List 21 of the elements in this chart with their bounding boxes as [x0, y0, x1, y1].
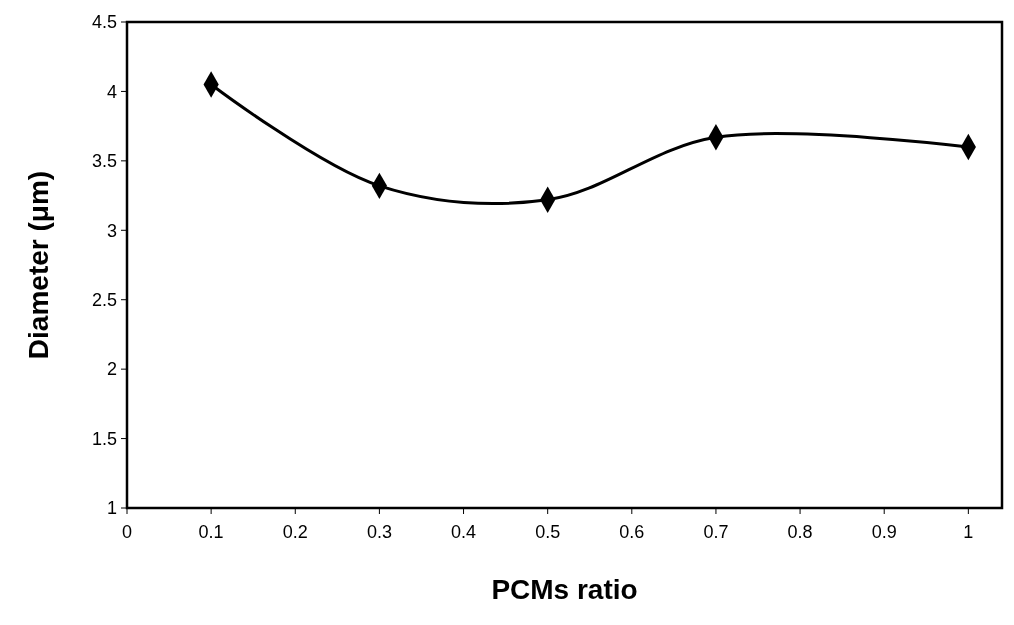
y-tick-label: 2.5: [91, 290, 117, 311]
y-tick-label: 4.5: [91, 12, 117, 33]
x-tick-label: 0.2: [282, 522, 308, 542]
y-tick-label: 1: [106, 498, 117, 519]
y-tick-label: 3: [106, 220, 117, 241]
y-tick-label: 1.5: [91, 428, 117, 449]
x-tick-label: 0.4: [451, 522, 477, 542]
x-axis-title: PCMs ratio: [491, 574, 638, 605]
x-tick-label: 0.3: [366, 522, 392, 542]
y-tick-label: 2: [106, 359, 117, 380]
x-tick-label: 0.9: [871, 522, 897, 542]
x-tick-label: 0.5: [535, 522, 561, 542]
x-tick-label: 0: [121, 522, 133, 542]
x-tick-label: 0.7: [703, 522, 729, 542]
y-axis-title: Diameter (μm): [23, 170, 54, 360]
x-tick-label: 0.8: [787, 522, 813, 542]
x-tick-label: 0.6: [619, 522, 645, 542]
x-tick-label: 1: [963, 522, 974, 542]
y-tick-label: 3.5: [91, 151, 117, 172]
y-tick-label: 4: [106, 81, 117, 102]
x-tick-label: 0.1: [198, 522, 224, 542]
